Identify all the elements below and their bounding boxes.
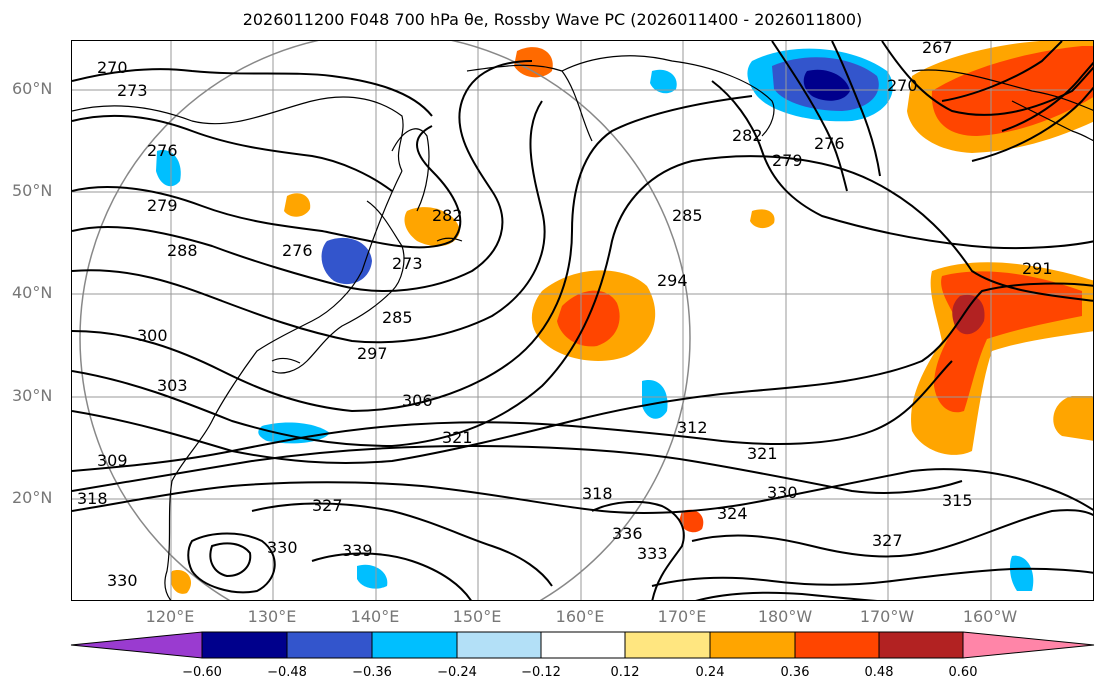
darkest-negative-anomaly-region	[803, 69, 850, 101]
contour-label: 273	[392, 254, 423, 273]
negative-anomaly-region	[650, 69, 677, 94]
contour-label: 330	[107, 571, 138, 590]
lon-label-120e: 120°E	[145, 607, 195, 626]
shading-layer	[156, 41, 1093, 594]
contour-label: 279	[147, 196, 178, 215]
contour-label: 300	[137, 326, 168, 345]
contour-label: 330	[767, 483, 798, 502]
contour-label: 306	[402, 391, 433, 410]
map-title: 2026011200 F048 700 hPa θe, Rossby Wave …	[242, 10, 863, 29]
positive-anomaly-region	[1053, 396, 1093, 441]
contour-label: 327	[312, 496, 343, 515]
negative-anomaly-region	[357, 564, 388, 589]
negative-anomaly-region	[156, 150, 181, 187]
contour-label: 279	[772, 151, 803, 170]
colorbar-tick: −0.24	[437, 665, 477, 680]
contour-label: 321	[747, 444, 778, 463]
colorbar-segment-lowest	[70, 631, 203, 659]
lat-label-50n: 50°N	[12, 181, 53, 200]
colorbar-tick: −0.36	[352, 665, 392, 680]
reference-circle	[79, 41, 691, 600]
negative-anomaly-region	[258, 422, 330, 444]
contour-label: 267	[922, 41, 953, 57]
contour-label: 288	[167, 241, 198, 260]
colorbar-tick: 0.24	[695, 665, 725, 680]
contour-label: 285	[382, 308, 413, 327]
contour-label: 276	[814, 134, 845, 153]
lat-label-20n: 20°N	[12, 488, 53, 507]
lon-label-140e: 140°E	[350, 607, 400, 626]
contour-labels: 270 273 276 279 288 276 273 282 285 294 …	[77, 41, 1053, 590]
contour-label: 339	[342, 541, 373, 560]
lon-label-130e: 130°E	[247, 607, 297, 626]
colorbar-segment	[456, 631, 542, 659]
contour-label: 327	[872, 531, 903, 550]
lon-label-180w: 180°W	[757, 607, 813, 626]
lon-label-150e: 150°E	[452, 607, 502, 626]
contour-label: 333	[637, 544, 668, 563]
colorbar	[70, 631, 1095, 659]
positive-anomaly-region	[750, 209, 775, 229]
contour-label: 324	[717, 504, 748, 523]
lon-label-160e: 160°E	[555, 607, 605, 626]
contour-label: 312	[677, 418, 708, 437]
colorbar-segment	[624, 631, 711, 659]
negative-anomaly-region	[642, 380, 668, 419]
lon-label-160w: 160°W	[962, 607, 1018, 626]
lon-label-170e: 170°E	[657, 607, 707, 626]
contours	[72, 41, 1093, 600]
lat-label-60n: 60°N	[12, 79, 53, 98]
map-canvas: 270 273 276 279 288 276 273 282 285 294 …	[72, 41, 1093, 600]
lon-label-170w: 170°W	[859, 607, 915, 626]
contour-label: 318	[582, 484, 613, 503]
contour-label: 321	[442, 428, 473, 447]
colorbar-tick: 0.48	[864, 665, 894, 680]
colorbar-segment-highest	[962, 631, 1095, 659]
lat-label-30n: 30°N	[12, 386, 53, 405]
contour-label: 273	[117, 81, 148, 100]
contour-label: 315	[942, 491, 973, 510]
negative-anomaly-region	[1009, 555, 1034, 591]
contour-label: 297	[357, 344, 388, 363]
colorbar-segment	[540, 631, 626, 659]
colorbar-tick: −0.12	[521, 665, 561, 680]
contour-label: 270	[97, 58, 128, 77]
contour-label: 318	[77, 489, 108, 508]
colorbar-segment	[201, 631, 288, 659]
positive-anomaly-region	[170, 570, 192, 594]
contour-label: 282	[432, 206, 463, 225]
positive-anomaly-region	[404, 207, 460, 247]
contour-label: 276	[147, 141, 178, 160]
positive-anomaly-region	[679, 509, 704, 533]
colorbar-tick: −0.48	[267, 665, 307, 680]
colorbar-tick: 0.36	[780, 665, 810, 680]
darkest-positive-anomaly-region	[952, 294, 985, 335]
positive-anomaly-region	[284, 193, 311, 217]
colorbar-segment	[371, 631, 458, 659]
negative-anomaly-region	[321, 237, 372, 285]
map-panel: 270 273 276 279 288 276 273 282 285 294 …	[71, 40, 1094, 601]
colorbar-segment	[878, 631, 964, 659]
colorbar-tick: 0.12	[610, 665, 640, 680]
contour-label: 303	[157, 376, 188, 395]
colorbar-tick: −0.60	[182, 665, 222, 680]
colorbar-tick: 0.60	[948, 665, 978, 680]
contour-label: 270	[887, 76, 918, 95]
contour-label: 330	[267, 538, 298, 557]
contour-label: 294	[657, 271, 688, 290]
contour-label: 285	[672, 206, 703, 225]
contour-label: 282	[732, 126, 763, 145]
contour-label: 336	[612, 524, 643, 543]
contour-label: 291	[1022, 259, 1053, 278]
lat-label-40n: 40°N	[12, 283, 53, 302]
positive-anomaly-region	[514, 47, 553, 78]
colorbar-segment	[794, 631, 880, 659]
contour-label: 276	[282, 241, 313, 260]
contour-label: 309	[97, 451, 128, 470]
colorbar-segment	[286, 631, 373, 659]
colorbar-segment	[709, 631, 796, 659]
